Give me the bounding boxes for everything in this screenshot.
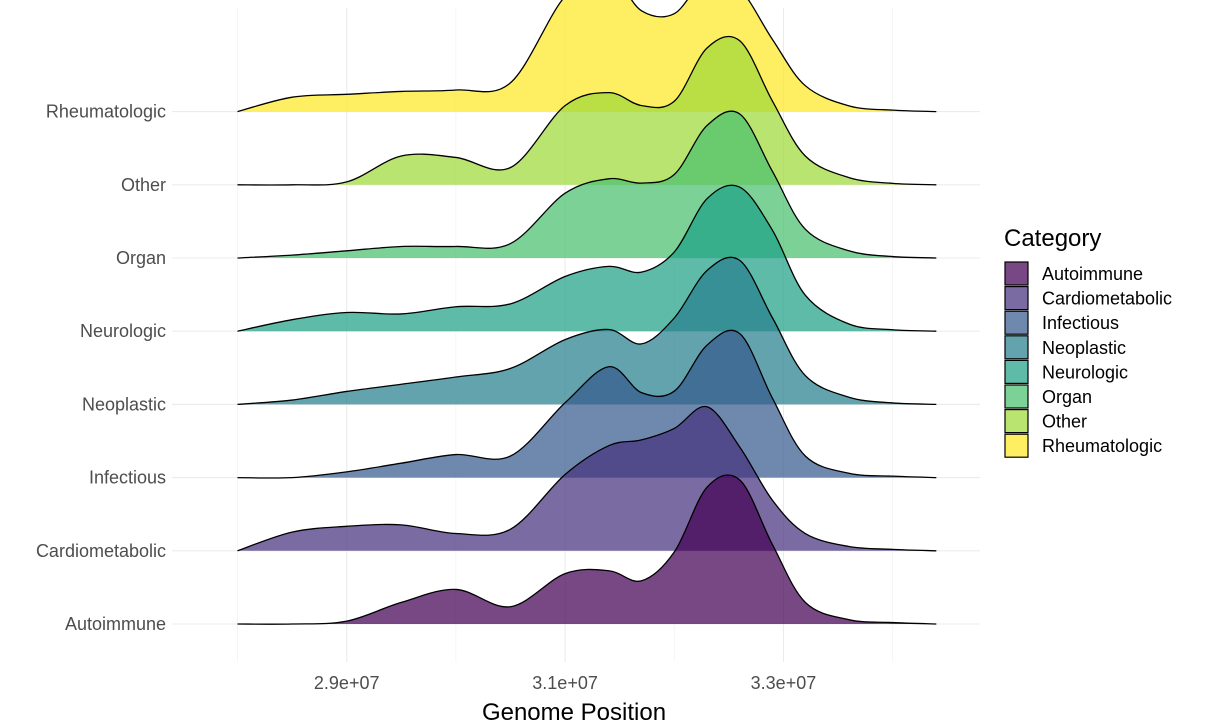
legend-label-infectious: Infectious [1042, 313, 1119, 333]
x-tick-labels: 2.9e+07 3.1e+07 3.3e+07 [314, 673, 816, 693]
ridge-fill-neoplastic [237, 257, 937, 405]
legend-key-autoimmune [1004, 261, 1029, 286]
legend-label-autoimmune: Autoimmune [1042, 264, 1143, 284]
y-tick-infectious: Infectious [89, 468, 166, 488]
x-tick-1: 3.1e+07 [532, 673, 598, 693]
y-tick-autoimmune: Autoimmune [65, 614, 166, 634]
legend-key-organ [1004, 384, 1029, 409]
legend-label-rheumatologic: Rheumatologic [1042, 436, 1162, 456]
ridge-fill-other [237, 36, 937, 186]
legend-label-neoplastic: Neoplastic [1042, 338, 1126, 358]
legend-label-cardiometabolic: Cardiometabolic [1042, 289, 1172, 309]
legend: Category Autoimmune Cardiometabolic Infect… [1004, 225, 1172, 458]
x-tick-2: 3.3e+07 [751, 673, 817, 693]
y-tick-cardiometabolic: Cardiometabolic [36, 541, 166, 561]
y-tick-labels: Autoimmune Cardiometabolic Infectious Neopl… [36, 102, 166, 634]
legend-key-neoplastic [1004, 335, 1029, 360]
ridge-line-other [237, 35, 937, 186]
ridge-line-neoplastic [237, 256, 937, 406]
ridge-fill-neurologic [237, 185, 937, 332]
legend-title: Category [1004, 225, 1101, 252]
legend-label-neurologic: Neurologic [1042, 362, 1128, 382]
ridge-line-autoimmune [237, 474, 937, 625]
ridge-line-rheumatologic [237, 0, 937, 113]
legend-key-other [1004, 409, 1029, 434]
ridge-fill-cardiometabolic [237, 406, 937, 551]
ridge-line-organ [237, 110, 937, 259]
ridge-line-infectious [237, 329, 937, 479]
x-tick-0: 2.9e+07 [314, 673, 380, 693]
ridge-fill-infectious [237, 330, 937, 479]
x-axis-title: Genome Position [482, 699, 666, 725]
y-tick-neurologic: Neurologic [80, 321, 166, 341]
legend-key-rheumatologic [1004, 433, 1029, 458]
legend-key-cardiometabolic [1004, 286, 1029, 311]
ridge-line-cardiometabolic [237, 405, 937, 552]
y-tick-rheumatologic: Rheumatologic [46, 102, 166, 122]
legend-label-other: Other [1042, 412, 1087, 432]
ridge-fill-autoimmune [237, 474, 937, 625]
ridge-line-neurologic [237, 184, 937, 332]
legend-key-neurologic [1004, 359, 1029, 384]
y-tick-other: Other [121, 175, 166, 195]
ridges [237, 0, 937, 625]
legend-label-organ: Organ [1042, 387, 1092, 407]
y-tick-organ: Organ [116, 248, 166, 268]
y-tick-neoplastic: Neoplastic [82, 394, 166, 414]
legend-key-infectious [1004, 310, 1029, 335]
